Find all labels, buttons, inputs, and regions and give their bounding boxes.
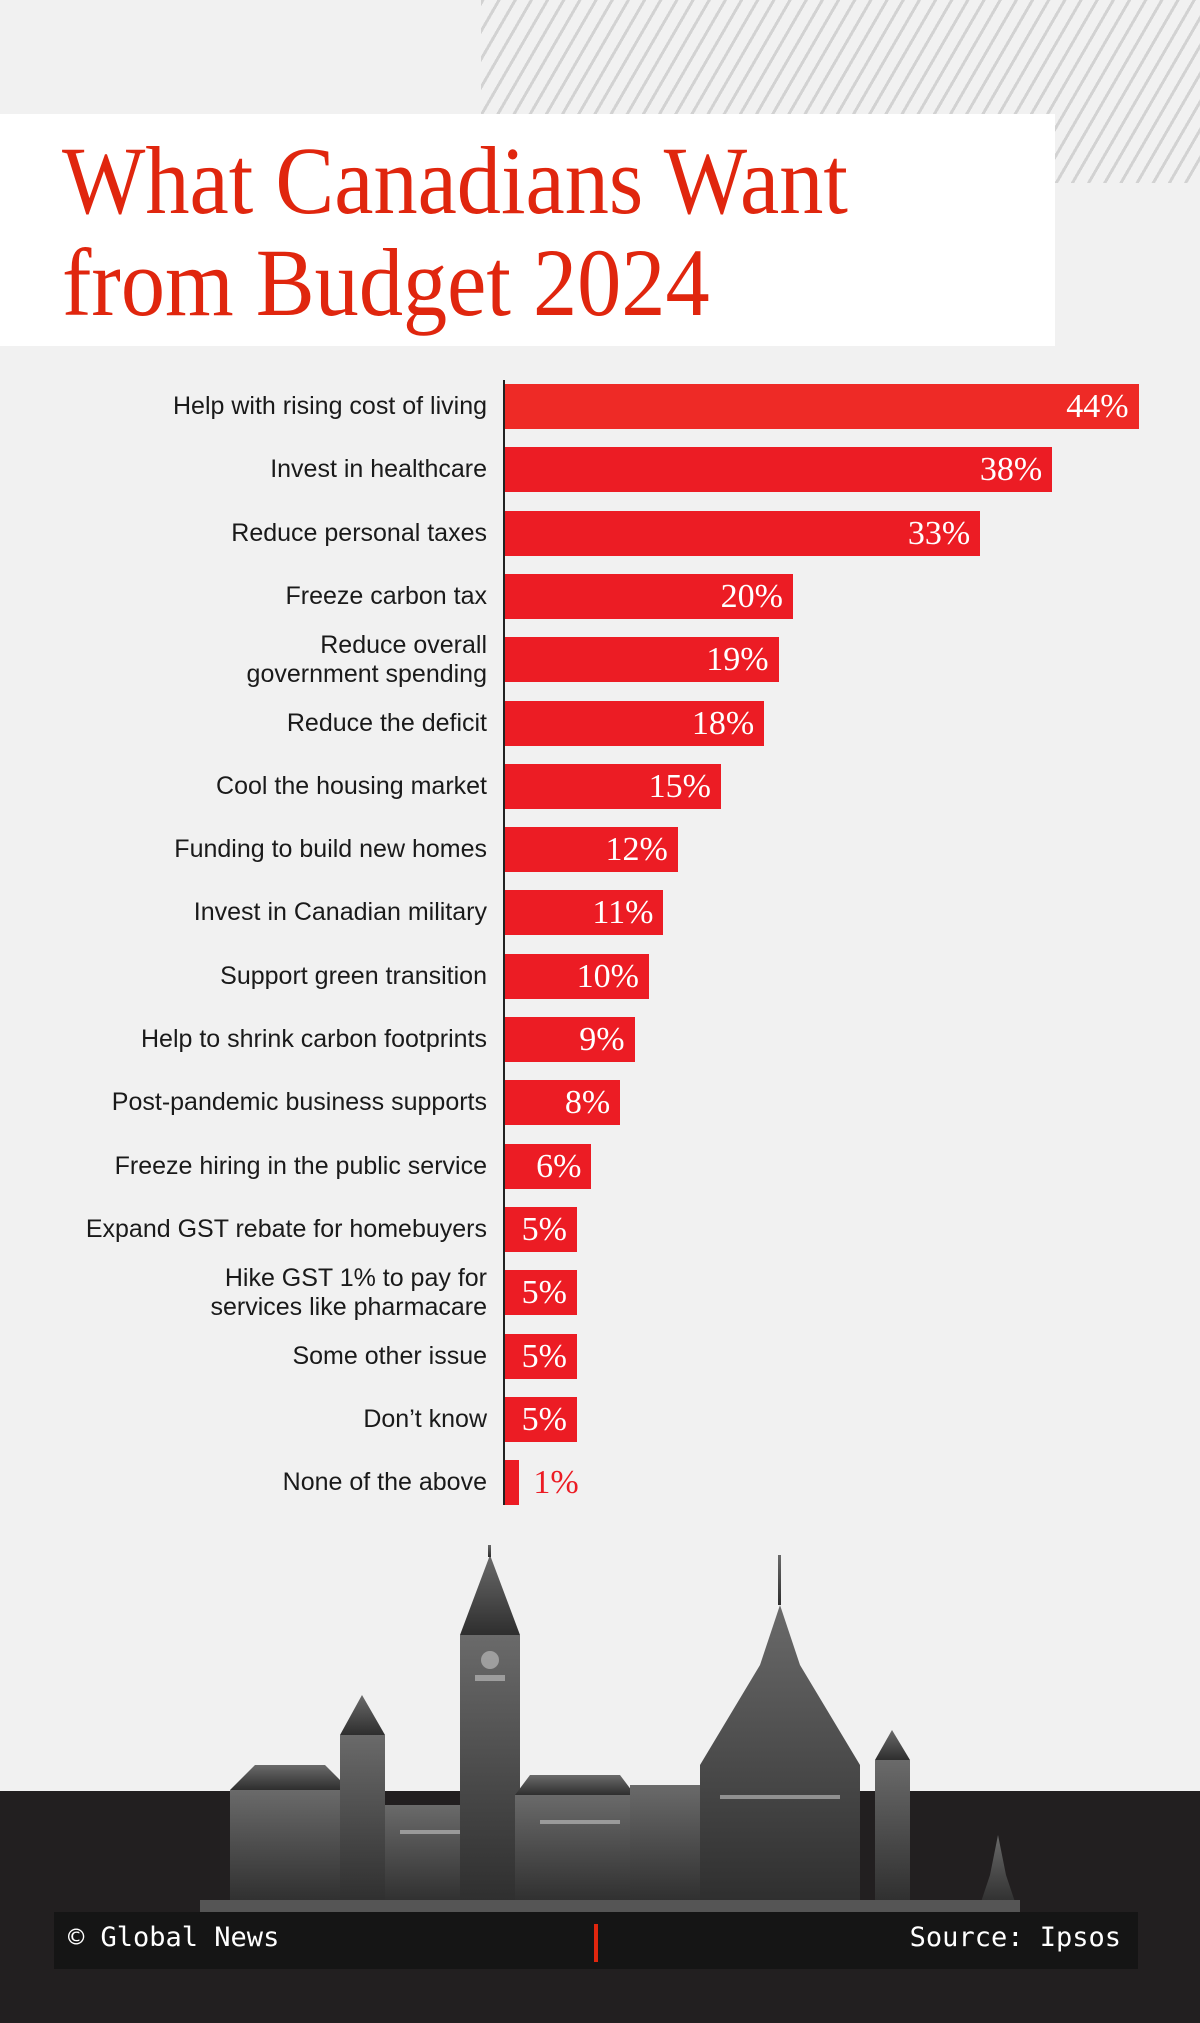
data-label: 9% (579, 1021, 625, 1058)
data-label: 5% (521, 1337, 567, 1375)
bar-label: Cool the housing market (216, 771, 487, 800)
bar (505, 827, 678, 873)
data-label: 38% (979, 451, 1043, 489)
data-label: 8% (564, 1084, 611, 1122)
bar-label: Help to shrink carbon footprints (140, 1025, 487, 1053)
bar-label: Support green transition (220, 961, 487, 990)
title-line-1: What Canadians Want (62, 127, 848, 234)
bar-label: Expand GST rebate for homebuyers (85, 1214, 487, 1243)
data-label: 5% (521, 1274, 567, 1312)
bar-label: Post-pandemic business supports (111, 1088, 487, 1117)
title-line-2: from Budget 2024 (62, 229, 710, 336)
bar (505, 1270, 577, 1316)
parliament-illustration (200, 1545, 1020, 1915)
data-label: 6% (536, 1147, 582, 1185)
bar (505, 763, 721, 809)
bar (505, 384, 1139, 429)
bar-label: Some other issue (292, 1341, 487, 1370)
bar (505, 953, 649, 999)
data-label: 15% (648, 767, 711, 805)
bar-label: Funding to build new homes (174, 835, 487, 864)
bar (505, 890, 664, 936)
bar-label: Help with rising cost of living (172, 392, 487, 420)
bar-label: Reduce overall government spending (246, 630, 487, 688)
data-label: 5% (521, 1400, 567, 1438)
bar-label: Freeze carbon tax (285, 581, 488, 610)
bar (505, 1460, 520, 1506)
data-label: 10% (576, 957, 639, 995)
bar-label: Freeze hiring in the public service (114, 1151, 487, 1180)
chart-axis (503, 380, 505, 1505)
bar (505, 700, 765, 746)
bar (505, 1017, 635, 1062)
data-label: 44% (1066, 388, 1129, 425)
data-label: 20% (720, 577, 783, 615)
copyright-credit: © Global News (68, 1922, 280, 1953)
bar (505, 637, 779, 683)
bar (505, 573, 793, 619)
page-title: What Canadians Want from Budget 2024 (62, 130, 848, 334)
footer-divider (594, 1924, 598, 1962)
data-label: 1% (533, 1464, 579, 1502)
title-box: What Canadians Want from Budget 2024 (0, 114, 1055, 346)
data-label: 33% (907, 514, 971, 552)
data-label: 5% (521, 1210, 567, 1248)
bar (505, 1396, 577, 1442)
bar (505, 1206, 577, 1252)
bar-label: Reduce the deficit (286, 708, 487, 737)
bar-label: None of the above (282, 1468, 487, 1497)
data-label: 18% (691, 704, 755, 742)
footer-bar: © Global News Source: Ipsos (54, 1912, 1138, 1969)
bar-label: Hike GST 1% to pay for services like phar… (210, 1263, 488, 1321)
bar-label: Invest in Canadian military (193, 898, 487, 927)
bar-label: Don’t know (363, 1404, 487, 1433)
source-credit: Source: Ipsos (909, 1922, 1121, 1953)
bar (505, 447, 1053, 493)
bar (505, 1080, 621, 1126)
bar-label: Invest in healthcare (270, 455, 487, 484)
bar (505, 1333, 577, 1379)
bar-label: Reduce personal taxes (231, 518, 487, 547)
data-label: 12% (605, 831, 668, 869)
data-label: 19% (706, 641, 769, 679)
bar (505, 1143, 592, 1189)
data-label: 11% (592, 894, 654, 932)
bar (505, 510, 981, 556)
